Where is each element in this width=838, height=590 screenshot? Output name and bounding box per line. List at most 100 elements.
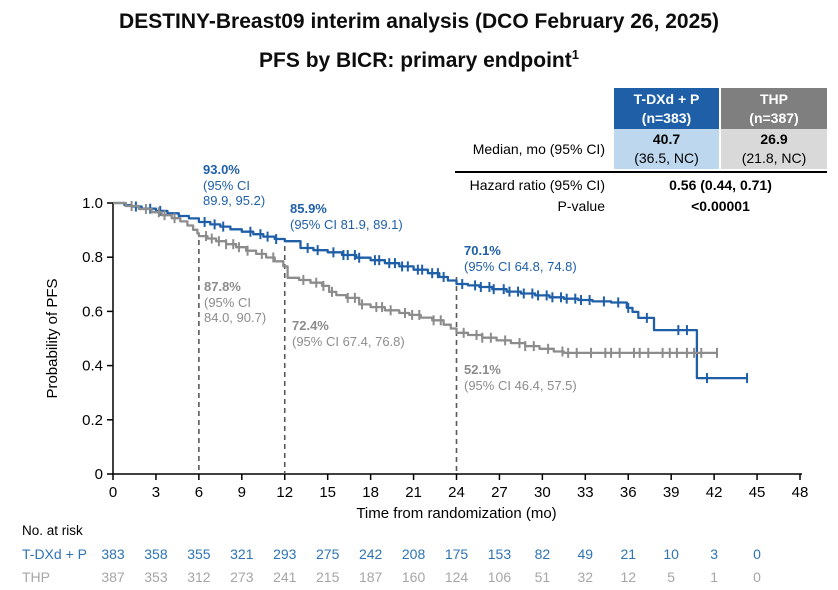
risk-value: 241 xyxy=(273,569,297,585)
risk-value: 187 xyxy=(359,569,383,585)
landmark-ci: (95% CI 46.4, 57.5) xyxy=(464,377,577,393)
risk-value: 32 xyxy=(578,569,594,585)
risk-value: 160 xyxy=(402,569,426,585)
risk-value: 1 xyxy=(710,569,718,585)
landmark-ci: (95% CI 67.4, 76.8) xyxy=(292,333,405,349)
x-tick-label: 42 xyxy=(706,484,723,501)
stats-header-tdxd: T-DXd + P (n=383) xyxy=(614,88,719,129)
y-axis-title: Probability of PFS xyxy=(44,278,61,398)
landmark-thp-12mo: 72.4% (95% CI 67.4, 76.8) xyxy=(292,318,405,349)
median-row-label: Median, mo (95% CI) xyxy=(472,140,605,157)
risk-value: 175 xyxy=(445,546,469,562)
y-tick-label: 0.4 xyxy=(82,358,103,375)
y-tick-label: 0.6 xyxy=(82,303,103,320)
pvalue-value: <0.00001 xyxy=(691,198,750,214)
x-tick-label: 48 xyxy=(792,484,809,501)
landmark-pct: 93.0% xyxy=(203,162,240,177)
risk-value: 293 xyxy=(273,546,297,562)
pvalue-row-label: P-value xyxy=(557,198,605,214)
stats-header-tdxd-n: (n=383) xyxy=(641,110,692,126)
risk-value: 387 xyxy=(101,569,125,585)
x-tick-label: 12 xyxy=(276,484,293,501)
slide-title-line1: DESTINY-Breast09 interim analysis (DCO F… xyxy=(119,10,719,33)
landmark-tdxd-12mo: 85.9% (95% CI 81.9, 89.1) xyxy=(290,201,403,232)
risk-row-label-thp: THP xyxy=(22,569,50,585)
km-curve-tdxd xyxy=(113,201,747,380)
landmark-ci: (95% CI 81.9, 89.1) xyxy=(290,216,403,232)
risk-value: 5 xyxy=(667,569,675,585)
y-tick-label: 0 xyxy=(95,466,103,483)
risk-value: 242 xyxy=(359,546,383,562)
x-tick-label: 30 xyxy=(534,484,551,501)
hr-value: 0.56 (0.44, 0.71) xyxy=(669,177,772,193)
risk-value: 12 xyxy=(620,569,636,585)
landmark-pct: 70.1% xyxy=(464,243,501,258)
risk-value: 10 xyxy=(663,546,679,562)
risk-value: 275 xyxy=(316,546,340,562)
x-tick-label: 18 xyxy=(362,484,379,501)
risk-value: 273 xyxy=(230,569,254,585)
x-tick-label: 21 xyxy=(405,484,422,501)
risk-value: 321 xyxy=(230,546,254,562)
risk-value: 21 xyxy=(620,546,636,562)
x-tick-label: 27 xyxy=(491,484,508,501)
risk-value: 153 xyxy=(488,546,512,562)
slide-title-line2: PFS by BICR: primary endpoint1 xyxy=(259,47,579,72)
x-tick-label: 15 xyxy=(319,484,336,501)
risk-value: 49 xyxy=(578,546,594,562)
slide-title: DESTINY-Breast09 interim analysis (DCO F… xyxy=(0,5,838,77)
landmark-ci: 84.0, 90.7) xyxy=(204,310,267,325)
landmark-tdxd-6mo: 93.0% (95% CI 89.9, 95.2) xyxy=(203,162,265,209)
landmark-thp-6mo: 87.8% (95% CI 84.0, 90.7) xyxy=(204,279,266,326)
stats-header-thp-name: THP xyxy=(760,91,788,107)
x-tick-label: 33 xyxy=(577,484,594,501)
landmark-ci: (95% CI 64.8, 74.8) xyxy=(464,258,577,274)
risk-value: 82 xyxy=(535,546,551,562)
x-tick-label: 0 xyxy=(109,484,117,501)
risk-table-title: No. at risk xyxy=(22,523,83,538)
summary-stats-table: T-DXd + P (n=383) THP (n=387) Median, mo… xyxy=(455,88,827,217)
stats-table-divider xyxy=(455,171,827,173)
hr-row-label: Hazard ratio (95% CI) xyxy=(469,177,605,193)
risk-value: 106 xyxy=(488,569,512,585)
risk-row-label-tdxd: T-DXd + P xyxy=(22,546,87,562)
risk-value: 353 xyxy=(144,569,168,585)
y-tick-label: 1.0 xyxy=(82,195,103,212)
risk-value: 312 xyxy=(187,569,211,585)
landmark-pct: 72.4% xyxy=(292,318,329,333)
y-tick-label: 0.2 xyxy=(82,412,103,429)
stats-header-spacer xyxy=(455,88,612,129)
landmark-tdxd-24mo: 70.1% (95% CI 64.8, 74.8) xyxy=(464,243,577,274)
x-tick-label: 36 xyxy=(620,484,637,501)
median-tdxd-value: 40.7 xyxy=(652,131,681,147)
risk-value: 358 xyxy=(144,546,168,562)
x-tick-label: 45 xyxy=(749,484,766,501)
x-axis-title: Time from randomization (mo) xyxy=(356,505,556,522)
median-tdxd-cell: 40.7 (36.5, NC) xyxy=(614,129,719,169)
landmark-ci: (95% CI xyxy=(204,294,251,310)
landmark-ci: (95% CI xyxy=(203,177,250,193)
x-tick-label: 3 xyxy=(152,484,160,501)
risk-value: 355 xyxy=(187,546,211,562)
median-thp-value: 26.9 xyxy=(760,131,788,147)
risk-value: 3 xyxy=(710,546,718,562)
x-tick-label: 6 xyxy=(195,484,203,501)
risk-value: 215 xyxy=(316,569,340,585)
landmark-thp-24mo: 52.1% (95% CI 46.4, 57.5) xyxy=(464,362,577,393)
stats-header-thp-n: (n=387) xyxy=(749,110,799,126)
landmark-pct: 87.8% xyxy=(204,279,241,294)
x-tick-label: 39 xyxy=(663,484,680,501)
risk-value: 208 xyxy=(402,546,426,562)
risk-value: 51 xyxy=(535,569,551,585)
risk-value: 383 xyxy=(101,546,125,562)
risk-value: 0 xyxy=(753,546,761,562)
stats-header-thp: THP (n=387) xyxy=(721,88,827,129)
landmark-ci: 89.9, 95.2) xyxy=(203,193,266,208)
median-thp-cell: 26.9 (21.8, NC) xyxy=(721,129,827,169)
risk-value: 0 xyxy=(753,569,761,585)
landmark-pct: 52.1% xyxy=(464,362,501,377)
x-tick-label: 9 xyxy=(238,484,246,501)
footnote-marker: 1 xyxy=(571,47,579,62)
x-tick-label: 24 xyxy=(448,484,465,501)
